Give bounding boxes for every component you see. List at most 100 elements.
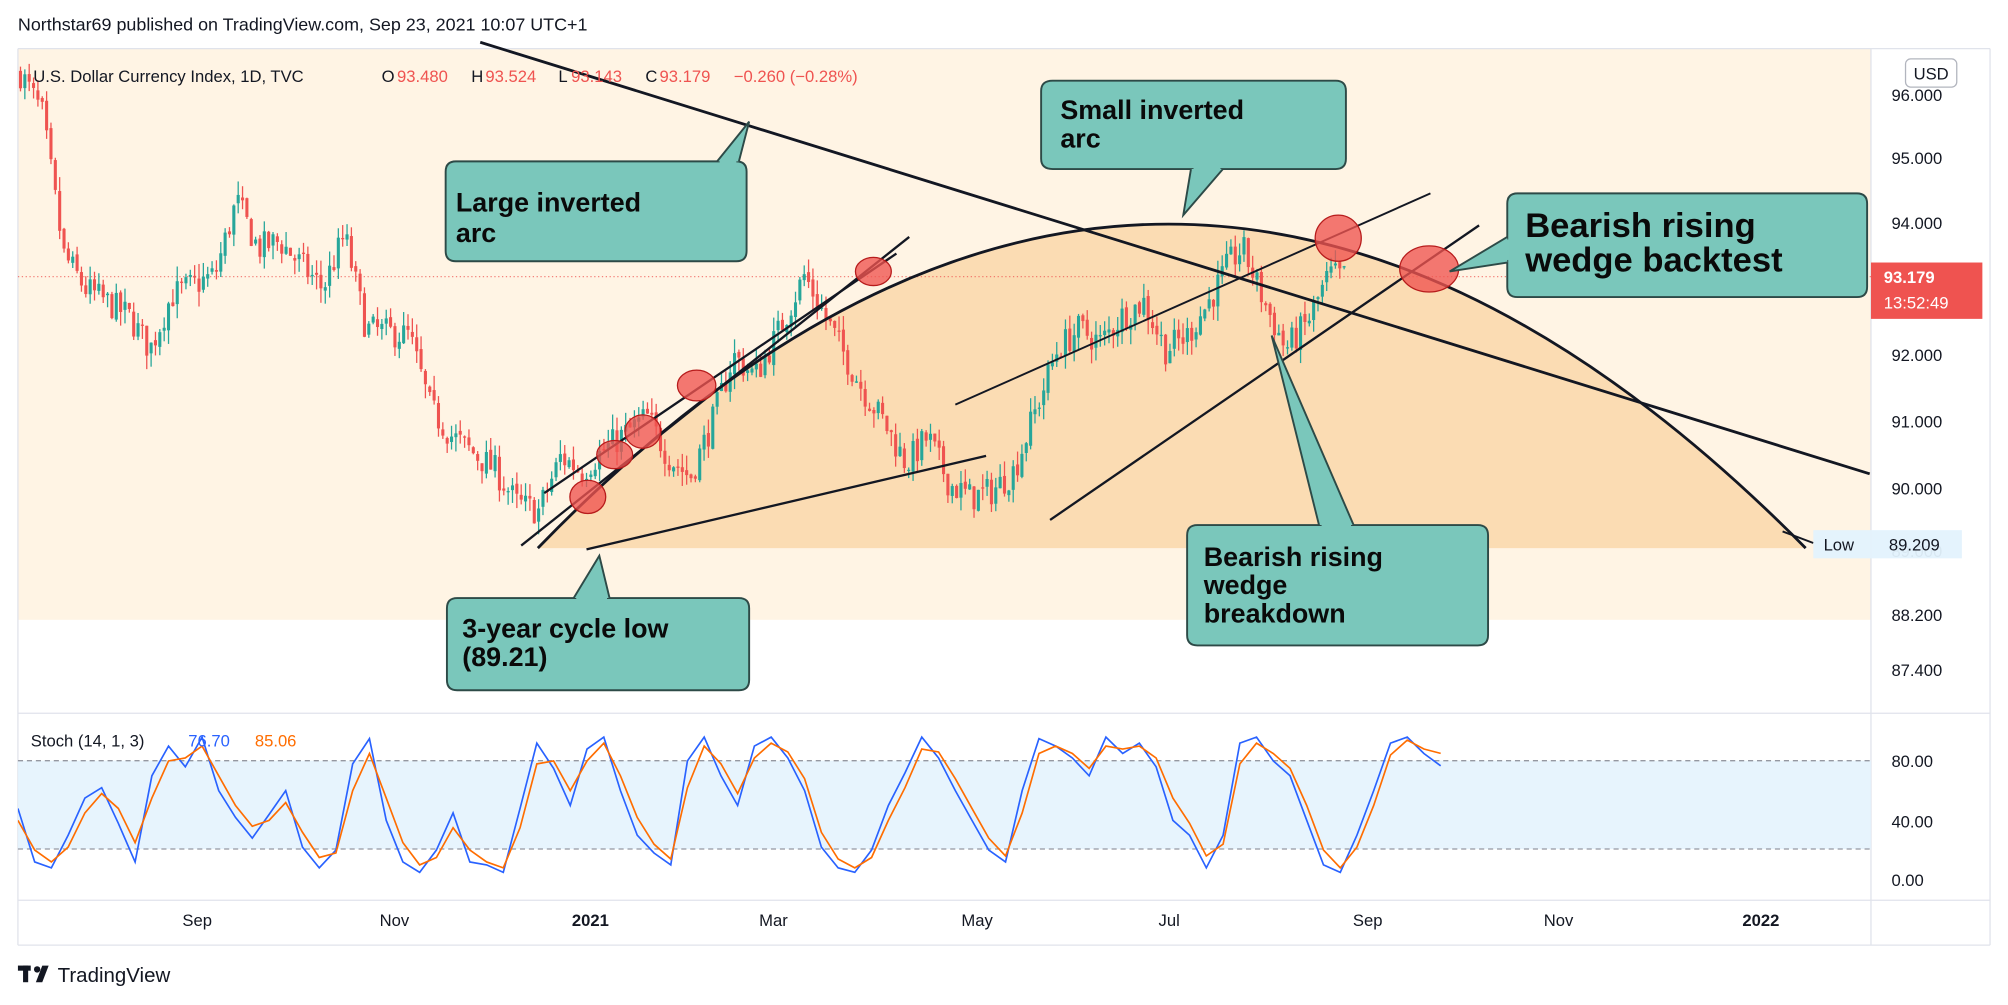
candle-body [872, 409, 876, 414]
tradingview-brand[interactable]: TradingView [17, 964, 171, 987]
callout-small-arc[interactable]: Small inverted arc [1040, 79, 1347, 219]
candle-body [18, 70, 23, 89]
candle-body [584, 478, 589, 481]
candle-body [75, 254, 79, 271]
time-tick-label: 2021 [572, 911, 609, 930]
callout-backtest[interactable]: Bearish rising wedge backtest [1449, 192, 1869, 299]
time-tick-label: Nov [1544, 911, 1574, 930]
candle-body [1050, 362, 1054, 367]
candle-body [724, 382, 728, 392]
candle-body [201, 276, 205, 290]
candle-body [236, 194, 240, 204]
callout-breakdown[interactable]: Bearish rising wedge breakdown [1186, 335, 1490, 647]
legend-c-value: 93.179 [660, 67, 711, 86]
callout-cycle-low[interactable]: 3-year cycle low (89.21) [445, 553, 751, 692]
candle-body [27, 74, 31, 82]
candle-body [1151, 322, 1155, 329]
candle-body [428, 386, 432, 393]
candle-body [854, 381, 859, 383]
candle-body [1168, 350, 1172, 364]
candle-body [493, 455, 497, 472]
candle-body [1002, 475, 1007, 494]
callout-backtest-line1: Bearish rising [1525, 207, 1756, 245]
touch-marker [854, 256, 892, 287]
candle-body [1211, 299, 1216, 307]
candle-body [537, 508, 541, 522]
candle-body [1016, 464, 1020, 476]
candle-body [319, 274, 323, 289]
symbol-legend[interactable]: U.S. Dollar Currency Index, 1D, TVC O 93… [33, 67, 857, 86]
candle-body [859, 381, 863, 389]
candle-body [445, 438, 449, 444]
candle-body [1307, 320, 1311, 324]
candle-body [1320, 284, 1324, 297]
touch-marker [596, 439, 634, 470]
price-tick-label: 92.000 [1891, 346, 1942, 365]
candle-body [641, 409, 645, 417]
candle-body [114, 292, 118, 320]
candle-body [689, 474, 693, 479]
candle-body [110, 294, 114, 319]
candle-body [45, 100, 49, 131]
price-tick-label: 96.000 [1891, 86, 1942, 105]
stoch-legend[interactable]: Stoch (14, 1, 3) 76.70 85.06 [31, 732, 297, 751]
time-axis[interactable]: Sep Nov 2021 Mar May Jul Sep Nov 2022 [182, 911, 1779, 930]
candle-body [902, 448, 906, 469]
candle-body [1194, 332, 1198, 340]
callout-cycle-low-line1: 3-year cycle low [462, 614, 668, 644]
candle-body [180, 281, 184, 283]
candle-body [297, 254, 301, 260]
callout-breakdown-line2: wedge [1203, 570, 1288, 600]
candle-body [711, 406, 715, 449]
candle-body [293, 258, 297, 261]
time-tick-label: Jul [1159, 911, 1180, 930]
candle-body [876, 401, 880, 414]
candle-body [310, 274, 314, 277]
candle-body [306, 253, 310, 277]
candle-body [489, 449, 493, 470]
stoch-axis[interactable]: 80.00 40.00 0.00 [1891, 752, 1933, 890]
candle-body [458, 430, 462, 435]
legend-h-label: H [471, 67, 483, 86]
candle-body [375, 319, 380, 328]
candle-body [127, 302, 131, 309]
candle-body [510, 485, 515, 491]
candle-body [889, 430, 893, 433]
price-tick-label: 94.000 [1891, 214, 1942, 233]
candle-body [140, 324, 144, 326]
candle-body [354, 266, 358, 272]
candle-body [1312, 301, 1316, 321]
candle-body [1294, 327, 1298, 349]
candle-body [680, 467, 684, 472]
currency-button[interactable]: USD [1904, 58, 1958, 88]
candle-body [1085, 319, 1089, 336]
price-axis[interactable]: 96.00095.00094.00093.00092.00091.00090.0… [1891, 86, 1942, 680]
candle-body [550, 478, 554, 492]
callout-large-arc-line1: Large inverted [456, 187, 641, 217]
legend-h-value: 93.524 [485, 67, 536, 86]
candle-body [1185, 328, 1189, 343]
candle-body [136, 323, 140, 337]
candle-body [1225, 253, 1229, 268]
candle-body [685, 470, 689, 476]
candle-body [1172, 329, 1176, 349]
candle-body [658, 427, 663, 452]
candle-body [807, 272, 811, 283]
candle-body [1159, 334, 1163, 337]
callout-large-arc[interactable]: Large inverted arc [444, 121, 751, 263]
candle-body [184, 277, 188, 284]
candle-body [841, 329, 845, 352]
candle-body [911, 441, 915, 472]
candle-body [162, 327, 166, 331]
candle-body [1238, 255, 1242, 265]
candle-body [349, 236, 353, 268]
candle-body [837, 330, 841, 332]
candle-body [981, 487, 985, 489]
candle-body [1063, 329, 1067, 357]
candle-body [989, 479, 993, 505]
candle-body [484, 452, 488, 474]
candle-body [49, 128, 53, 160]
candle-body [454, 433, 458, 438]
candle-body [1055, 354, 1059, 362]
